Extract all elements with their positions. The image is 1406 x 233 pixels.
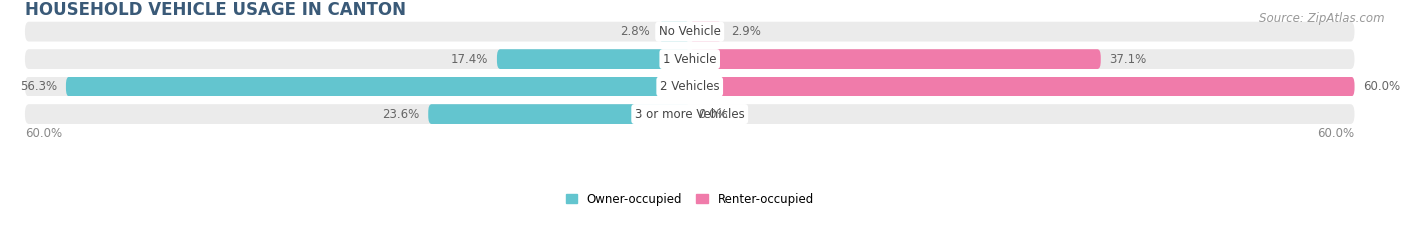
- FancyBboxPatch shape: [66, 77, 690, 96]
- Text: 2.9%: 2.9%: [731, 25, 761, 38]
- Text: 56.3%: 56.3%: [20, 80, 58, 93]
- Text: 1 Vehicle: 1 Vehicle: [664, 53, 717, 66]
- Text: HOUSEHOLD VEHICLE USAGE IN CANTON: HOUSEHOLD VEHICLE USAGE IN CANTON: [25, 1, 406, 19]
- Text: 60.0%: 60.0%: [1317, 127, 1354, 140]
- FancyBboxPatch shape: [25, 49, 1354, 69]
- Text: No Vehicle: No Vehicle: [659, 25, 721, 38]
- Text: 23.6%: 23.6%: [382, 108, 419, 121]
- Legend: Owner-occupied, Renter-occupied: Owner-occupied, Renter-occupied: [565, 193, 814, 206]
- Text: 2.8%: 2.8%: [620, 25, 650, 38]
- FancyBboxPatch shape: [690, 77, 1354, 96]
- FancyBboxPatch shape: [25, 77, 1354, 96]
- FancyBboxPatch shape: [25, 22, 1354, 41]
- Text: Source: ZipAtlas.com: Source: ZipAtlas.com: [1260, 12, 1385, 25]
- Text: 37.1%: 37.1%: [1109, 53, 1147, 66]
- Text: 3 or more Vehicles: 3 or more Vehicles: [636, 108, 745, 121]
- FancyBboxPatch shape: [658, 22, 690, 41]
- FancyBboxPatch shape: [429, 104, 690, 124]
- FancyBboxPatch shape: [496, 49, 690, 69]
- Text: 17.4%: 17.4%: [451, 53, 488, 66]
- Text: 0.0%: 0.0%: [699, 108, 728, 121]
- Text: 2 Vehicles: 2 Vehicles: [659, 80, 720, 93]
- FancyBboxPatch shape: [690, 49, 1101, 69]
- Text: 60.0%: 60.0%: [25, 127, 62, 140]
- Text: 60.0%: 60.0%: [1364, 80, 1400, 93]
- FancyBboxPatch shape: [25, 104, 1354, 124]
- FancyBboxPatch shape: [690, 22, 721, 41]
